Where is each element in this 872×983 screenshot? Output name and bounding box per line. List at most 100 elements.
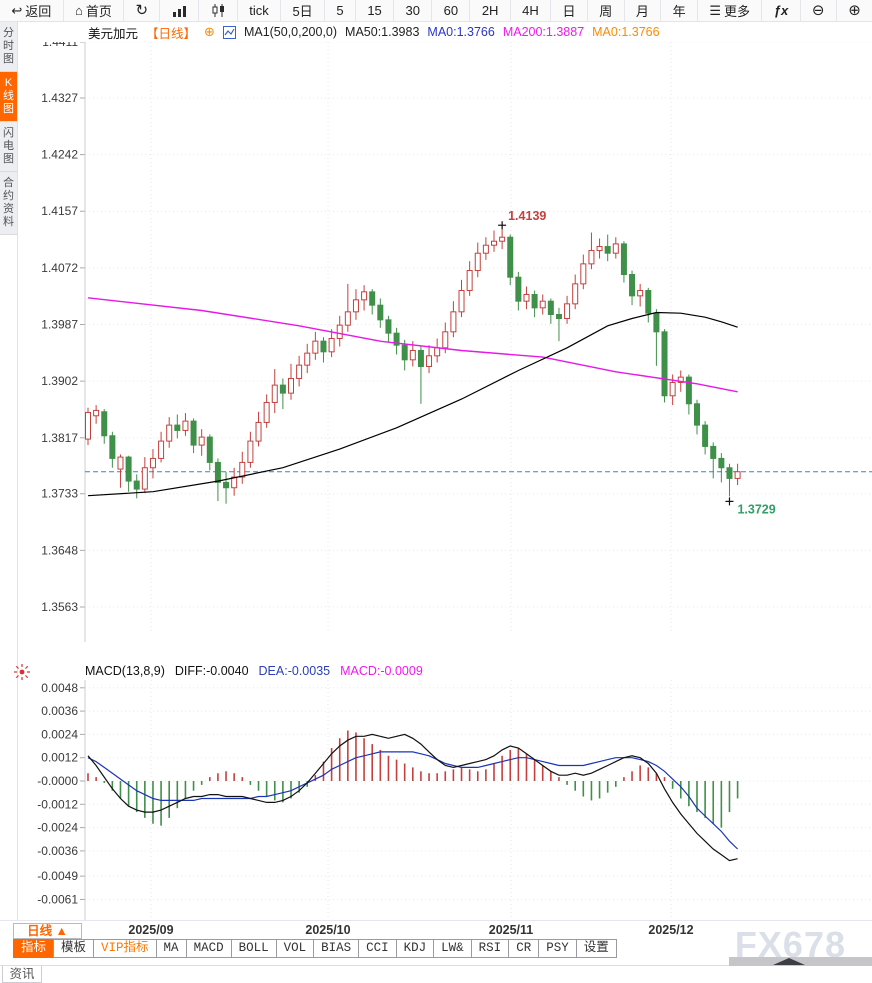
interval-5m[interactable]: 5 — [325, 0, 356, 21]
news-tab[interactable]: 资讯 — [2, 966, 42, 983]
interval-label: 2H — [481, 3, 499, 18]
tab-vip-indicator[interactable]: VIP指标 — [93, 939, 157, 958]
indicator-tabs-row: 指标 模板 VIP指标 MA MACD BOLL VOL BIAS CCI KD… — [13, 939, 617, 958]
svg-text:1.4072: 1.4072 — [41, 261, 78, 275]
zoom-in-icon: ⊕ — [848, 2, 861, 19]
tab-cci[interactable]: CCI — [358, 939, 397, 958]
svg-text:1.3987: 1.3987 — [41, 317, 78, 331]
svg-text:1.4327: 1.4327 — [41, 91, 78, 105]
svg-text:1.3902: 1.3902 — [41, 374, 78, 388]
tick-label: tick — [249, 3, 269, 18]
tab-boll[interactable]: BOLL — [230, 939, 277, 958]
candle-view-button[interactable] — [199, 0, 238, 21]
macd-hist-value: MACD:-0.0009 — [340, 664, 423, 678]
interval-2h[interactable]: 2H — [470, 0, 511, 21]
svg-text:1.3733: 1.3733 — [41, 487, 78, 501]
bottom-divider — [0, 965, 872, 966]
interval-4h[interactable]: 4H — [511, 0, 552, 21]
zoom-out-button[interactable]: ⊖ — [801, 0, 837, 21]
tab-kdj[interactable]: KDJ — [395, 939, 435, 958]
tab-psy[interactable]: PSY — [538, 939, 577, 958]
x-axis-label: 2025/12 — [648, 923, 694, 937]
macd-dea-value: DEA:-0.0035 — [258, 664, 331, 678]
main-chart-canvas[interactable]: 1.4411 1.4327 1.4242 1.4157 1.4072 1.3987 1.39… — [0, 42, 872, 642]
svg-text:1.3563: 1.3563 — [41, 600, 78, 614]
expand-triangle-icon — [773, 958, 805, 965]
rail-tab-time-chart[interactable]: 分时图 — [0, 22, 17, 72]
refresh-icon: ↻ — [135, 2, 149, 19]
home-icon: ⌂ — [74, 3, 83, 18]
interval-label: 日 — [562, 4, 576, 19]
back-button[interactable]: ↩ 返回 — [0, 0, 64, 21]
svg-text:1.4411: 1.4411 — [42, 42, 78, 49]
svg-text:1.3648: 1.3648 — [41, 543, 78, 557]
interval-label: 15 — [367, 3, 382, 18]
bar-chart-icon — [172, 6, 186, 17]
tab-rsi[interactable]: RSI — [470, 939, 510, 958]
interval-5d[interactable]: 5日 — [281, 0, 326, 21]
svg-text:-0.0012: -0.0012 — [37, 797, 78, 811]
tab-vol[interactable]: VOL — [275, 939, 315, 958]
indicator-settings-icon[interactable] — [13, 663, 31, 681]
rail-tab-kline-chart[interactable]: K线图 — [0, 72, 17, 122]
tab-macd[interactable]: MACD — [185, 939, 232, 958]
interval-week[interactable]: 周 — [588, 0, 625, 21]
tab-indicator[interactable]: 指标 — [13, 939, 55, 958]
rail-tab-lightning-chart[interactable]: 闪电图 — [0, 122, 17, 172]
tab-bias[interactable]: BIAS — [313, 939, 360, 958]
period-selector-button[interactable]: 日线 ▲ — [13, 923, 82, 939]
interval-month[interactable]: 月 — [625, 0, 662, 21]
interval-label: 60 — [443, 3, 459, 18]
ma-definition: MA1(50,0,200,0) — [243, 25, 338, 39]
chart-type-rail: 分时图 K线图 闪电图 合约资料 — [0, 22, 17, 235]
add-indicator-icon[interactable]: ⊕ — [204, 24, 215, 39]
ma0-blue-value: MA0:1.3766 — [427, 25, 495, 39]
svg-text:-0.0049: -0.0049 — [37, 869, 78, 883]
interval-day[interactable]: 日 — [551, 0, 588, 21]
bar-chart-view-button[interactable] — [160, 0, 200, 21]
macd-chart-canvas[interactable]: 0.0048 0.0036 0.0024 0.0012 -0.0000 -0.0012 -0… — [0, 680, 872, 920]
ma200-value: MA200:1.3887 — [502, 25, 585, 39]
interval-label: 4H — [522, 3, 539, 18]
formula-button[interactable]: ƒx — [762, 0, 801, 21]
svg-text:0.0036: 0.0036 — [41, 704, 78, 718]
interval-tick[interactable]: tick — [238, 0, 282, 21]
interval-label: 5 — [336, 3, 344, 18]
back-arrow-icon: ↩ — [11, 3, 23, 18]
macd-definition: MACD(13,8,9) — [85, 664, 165, 678]
rail-tab-contract-info[interactable]: 合约资料 — [0, 172, 17, 235]
svg-text:0.0048: 0.0048 — [41, 681, 78, 695]
zoom-in-button[interactable]: ⊕ — [837, 0, 872, 21]
interval-15m[interactable]: 15 — [356, 0, 395, 21]
more-button[interactable]: ☰ 更多 — [698, 0, 763, 21]
x-axis-row: 日线 ▲ 2025/09 2025/10 2025/11 2025/12 — [0, 920, 872, 939]
svg-text:1.3817: 1.3817 — [41, 431, 78, 445]
home-button[interactable]: ⌂ 首页 — [64, 0, 125, 21]
interval-label: 月 — [635, 4, 649, 19]
symbol-name: 美元加元 — [88, 26, 139, 41]
svg-text:-0.0024: -0.0024 — [37, 821, 78, 835]
panel-resize-handle[interactable] — [729, 957, 872, 966]
tab-lw[interactable]: LW& — [433, 939, 472, 958]
interval-label: 30 — [405, 3, 420, 18]
top-toolbar: ↩ 返回 ⌂ 首页 ↻ tick 5日 5 15 — [0, 0, 872, 22]
tab-template[interactable]: 模板 — [53, 939, 95, 958]
interval-year[interactable]: 年 — [661, 0, 699, 21]
tab-settings[interactable]: 设置 — [575, 939, 617, 958]
x-axis-label: 2025/11 — [488, 923, 534, 937]
refresh-button[interactable]: ↻ — [124, 0, 161, 21]
interval-30m[interactable]: 30 — [394, 0, 433, 21]
tab-cr[interactable]: CR — [508, 939, 540, 958]
ma0-orange-value: MA0:1.3766 — [592, 25, 660, 39]
macd-diff-value: DIFF:-0.0040 — [174, 664, 249, 678]
svg-text:1.4139: 1.4139 — [508, 209, 546, 223]
interval-60m[interactable]: 60 — [432, 0, 471, 21]
x-axis-label: 2025/10 — [305, 923, 351, 937]
x-axis-label: 2025/09 — [128, 923, 174, 937]
chart-title-row: 美元加元 【日线】 ⊕ MA1(50,0,200,0) MA50:1.3983 … — [88, 22, 660, 42]
hamburger-icon: ☰ — [709, 3, 722, 18]
interval-label: 5日 — [292, 4, 313, 19]
tab-ma[interactable]: MA — [155, 939, 187, 958]
home-label: 首页 — [85, 4, 112, 19]
fx-icon: ƒx — [773, 3, 789, 18]
